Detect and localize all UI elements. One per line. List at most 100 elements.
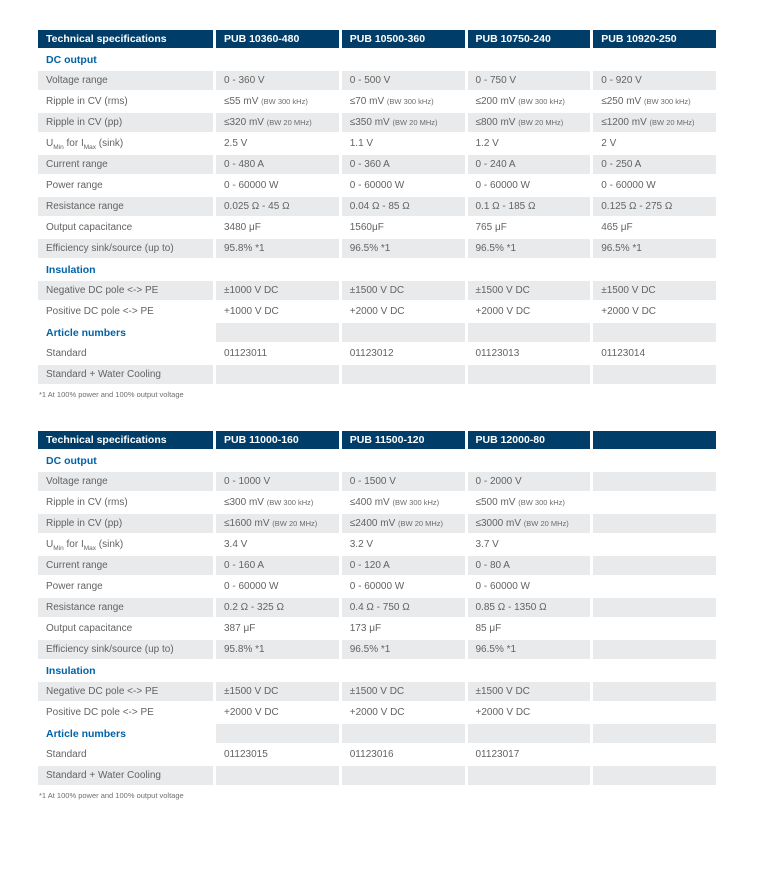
- spec-value: 0 - 60000 W: [349, 180, 405, 191]
- spec-table-2: Technical specifications PUB 11000-160 PUB…: [35, 429, 719, 787]
- value-main: ≤500 mV: [475, 497, 519, 508]
- spec-value: 2 V: [601, 138, 617, 149]
- spec-value: 0 - 480 A: [216, 155, 339, 174]
- spec-value: 01123016: [349, 749, 394, 760]
- spec-value: [593, 640, 716, 659]
- empty-cell: [216, 724, 339, 743]
- empty-cell: [216, 260, 339, 279]
- spec-value: +2000 V DC: [601, 306, 657, 317]
- spec-value: [593, 556, 716, 575]
- value-main: ≤55 mV: [224, 96, 262, 107]
- empty-cell: [342, 451, 465, 470]
- spec-value: 96.5% *1: [467, 640, 591, 659]
- section-header: DC output: [38, 451, 213, 470]
- value-main: ≤1200 mV: [601, 117, 650, 128]
- spec-value: 96.5% *1: [341, 640, 465, 659]
- spec-value: 0 - 360 V: [216, 71, 339, 90]
- spec-value: [467, 766, 591, 785]
- value-main: ≤250 mV: [601, 96, 644, 107]
- label-text: (sink): [96, 138, 124, 149]
- spec-value: 3480 μF: [224, 222, 261, 233]
- empty-cell: [467, 724, 591, 743]
- product-column-header: PUB 11000-160: [216, 431, 339, 449]
- spec-value: 96.5% *1: [467, 239, 591, 258]
- section-header: Insulation: [38, 661, 213, 680]
- spec-value: 0.1 Ω - 185 Ω: [467, 197, 591, 216]
- spec-label: Voltage range: [38, 71, 213, 90]
- value-main: ≤320 mV: [224, 117, 267, 128]
- spec-value: ≤3000 mV (BW 20 MHz): [467, 514, 591, 533]
- empty-cell: [593, 260, 716, 279]
- spec-value: ≤70 mV (BW 300 kHz): [342, 92, 465, 111]
- empty-cell: [593, 451, 716, 470]
- spec-value: [593, 682, 716, 701]
- empty-cell: [593, 50, 716, 69]
- spec-label: Ripple in CV (rms): [46, 497, 128, 508]
- spec-sheet: Technical specifications PUB 10360-480 PUB…: [35, 28, 759, 800]
- spec-value: [593, 472, 716, 491]
- empty-cell: [593, 724, 716, 743]
- empty-cell: [216, 50, 339, 69]
- spec-value: ±1500 V DC: [216, 682, 339, 701]
- spec-label: Current range: [38, 155, 213, 174]
- spec-value: 0.025 Ω - 45 Ω: [216, 197, 339, 216]
- product-column-header: PUB 10360-480: [216, 30, 339, 48]
- product-column-header: PUB 10750-240: [467, 30, 591, 48]
- value-main: ≤350 mV: [349, 117, 393, 128]
- spec-value: 0 - 360 A: [341, 155, 465, 174]
- spec-value: 3.7 V: [475, 539, 499, 550]
- spec-label: Ripple in CV (pp): [38, 514, 213, 533]
- value-bandwidth-note: (BW 300 kHz): [261, 97, 308, 106]
- spec-value: 3.2 V: [349, 539, 374, 550]
- label-subscript: Max: [83, 545, 97, 552]
- spec-label: Standard: [46, 749, 87, 760]
- empty-cell: [342, 661, 465, 680]
- spec-value: [593, 493, 716, 512]
- spec-value: 0 - 1000 V: [216, 472, 339, 491]
- empty-cell: [341, 323, 465, 342]
- spec-value: 0 - 250 A: [593, 155, 716, 174]
- value-main: ≤200 mV: [475, 96, 519, 107]
- spec-value: ±1000 V DC: [216, 281, 339, 300]
- spec-value: 0 - 120 A: [341, 556, 465, 575]
- spec-value: ≤1600 mV (BW 20 MHz): [216, 514, 339, 533]
- spec-label: UMin for IMax (sink): [38, 134, 213, 153]
- spec-value: ≤55 mV (BW 300 kHz): [216, 92, 339, 111]
- value-bandwidth-note: (BW 20 MHz): [523, 519, 569, 528]
- value-bandwidth-note: (BW 20 MHz): [398, 519, 444, 528]
- spec-value: 0 - 80 A: [467, 556, 591, 575]
- spec-value: [593, 598, 716, 617]
- spec-value: ≤800 mV (BW 20 MHz): [467, 113, 591, 132]
- spec-table-title: Technical specifications: [38, 431, 213, 449]
- spec-value: 1.1 V: [349, 138, 374, 149]
- product-column-header: PUB 10500-360: [341, 30, 465, 48]
- spec-label: Voltage range: [38, 472, 213, 491]
- label-subscript: Min: [53, 144, 64, 151]
- spec-label: Positive DC pole <-> PE: [46, 306, 154, 317]
- spec-value: 0 - 60000 W: [224, 180, 279, 191]
- spec-value: 0.04 Ω - 85 Ω: [341, 197, 465, 216]
- spec-value: [593, 619, 716, 638]
- label-subscript: Min: [53, 545, 64, 552]
- value-bandwidth-note: (BW 300 kHz): [643, 97, 691, 106]
- spec-value: 0 - 60000 W: [475, 180, 530, 191]
- spec-label: Standard + Water Cooling: [38, 365, 213, 384]
- spec-value: [593, 577, 716, 596]
- spec-value: ≤2400 mV (BW 20 MHz): [341, 514, 465, 533]
- empty-cell: [341, 724, 465, 743]
- spec-table-block-2: Technical specifications PUB 11000-160 PUB…: [35, 429, 759, 800]
- spec-table-1: Technical specifications PUB 10360-480 PUB…: [35, 28, 719, 386]
- spec-value: ≤300 mV (BW 300 kHz): [216, 493, 339, 512]
- spec-value: +2000 V DC: [475, 306, 531, 317]
- spec-value: +2000 V DC: [349, 707, 405, 718]
- value-main: ≤400 mV: [349, 497, 393, 508]
- empty-cell: [468, 50, 591, 69]
- spec-value: [593, 766, 716, 785]
- spec-value: [216, 365, 339, 384]
- spec-value: 0 - 60000 W: [349, 581, 405, 592]
- empty-cell: [216, 451, 339, 470]
- spec-label: Positive DC pole <-> PE: [46, 707, 154, 718]
- spec-value: 1560μF: [349, 222, 384, 233]
- empty-cell: [593, 661, 716, 680]
- value-bandwidth-note: (BW 300 kHz): [386, 97, 434, 106]
